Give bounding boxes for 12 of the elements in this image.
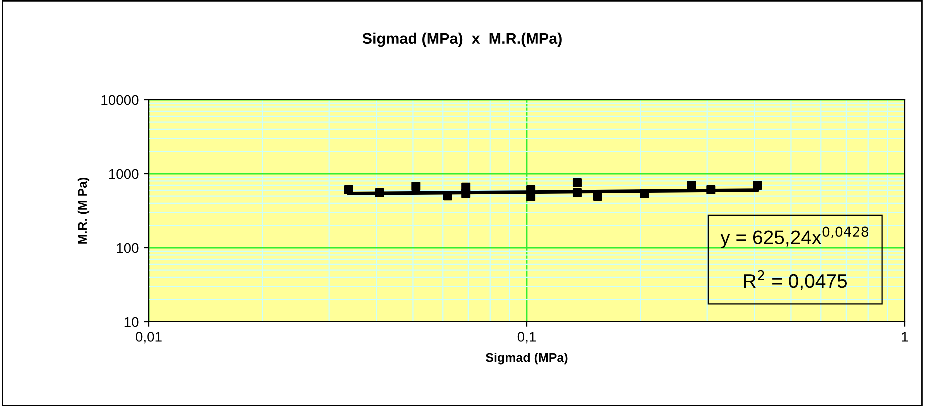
y-tick-label: 10	[124, 317, 139, 328]
y-tick-label: 1000	[109, 169, 139, 180]
y-axis-title: M.R. (M Pa)	[78, 178, 90, 244]
x-tick-label: 1	[902, 332, 908, 342]
annotation: y = 625,24x$^{0,0428}$	[720, 226, 869, 248]
x-axis-title: Sigmad (MPa)	[486, 353, 568, 365]
x-tick-label: 0,01	[136, 332, 162, 344]
annotation: R$^{2}$ = 0,0475	[744, 270, 848, 290]
x-tick-label: 0,1	[518, 332, 536, 344]
y-tick-label: 10000	[102, 95, 139, 106]
chart-title: Sigmad (MPa) x M.R.(MPa)	[362, 32, 562, 48]
y-tick-label: 100	[117, 243, 139, 254]
